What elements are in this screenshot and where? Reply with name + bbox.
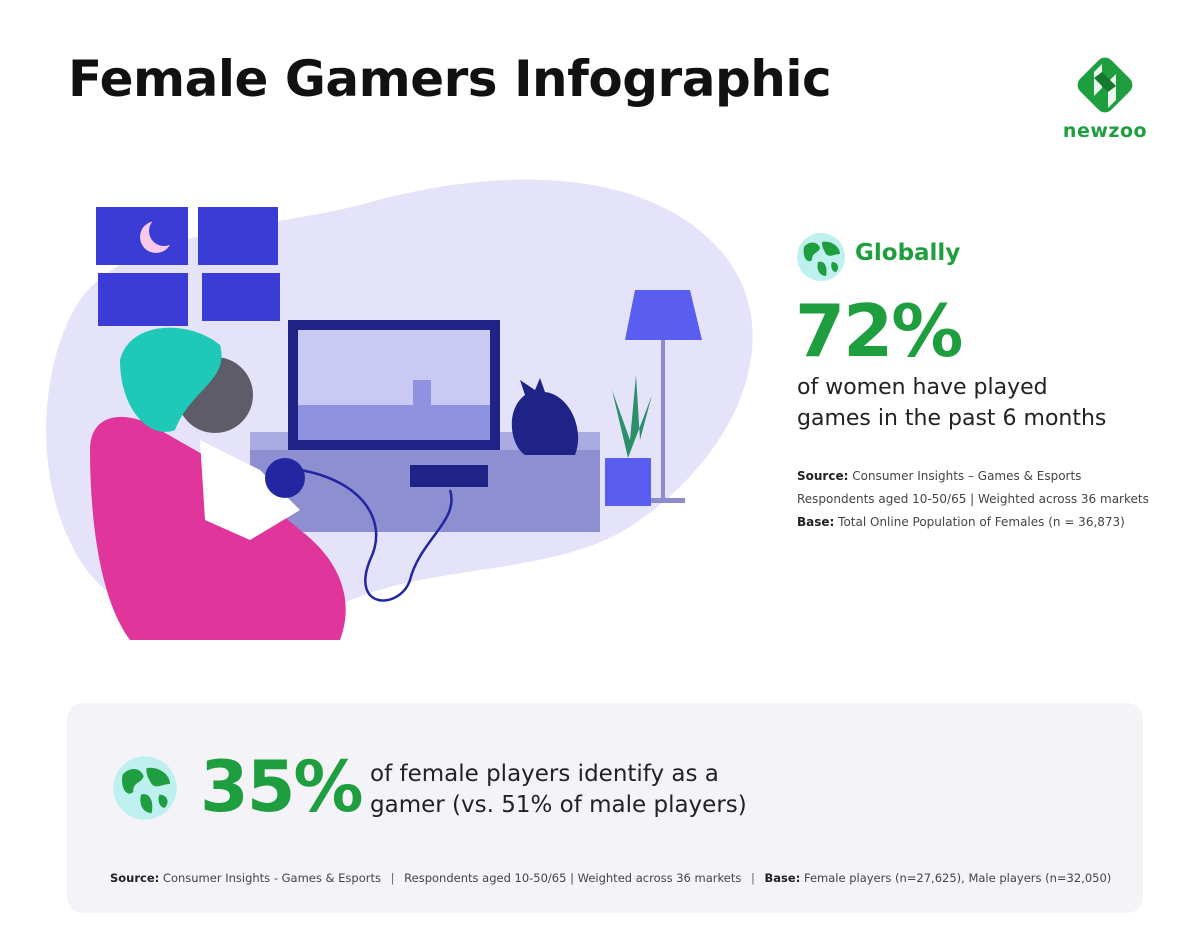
panel-source-note: Source: Consumer Insights - Games & Espo… <box>110 871 1111 885</box>
base-label: Base: <box>797 515 835 529</box>
newzoo-logo: newzoo <box>1060 52 1150 142</box>
separator: | <box>751 871 755 885</box>
logo-wordmark: newzoo <box>1062 120 1148 142</box>
base-text: Female players (n=27,625), Male players … <box>803 871 1112 885</box>
separator: | <box>390 871 395 885</box>
game-console <box>410 465 488 487</box>
globally-label: Globally <box>855 240 961 266</box>
gamer-percentage: 35% <box>200 746 364 828</box>
cat <box>511 378 579 455</box>
description-line: of women have played <box>797 375 1048 400</box>
controller-cable <box>299 468 453 602</box>
floor-lamp <box>625 290 702 503</box>
played-description: of women have played games in the past 6… <box>797 372 1106 434</box>
gamer-illustration <box>46 179 753 640</box>
source-label: Source: <box>797 469 849 483</box>
armchair <box>90 416 346 640</box>
source-note: Source: Consumer Insights – Games & Espo… <box>797 465 1149 534</box>
respondents-text: Respondents aged 10-50/65 | Weighted acr… <box>404 871 742 885</box>
source-text: Consumer Insights – Games & Esports <box>852 469 1082 483</box>
gamer-description: of female players identify as a gamer (v… <box>370 759 747 821</box>
played-percentage: 72% <box>795 289 963 373</box>
person <box>120 327 305 540</box>
base-label: Base: <box>764 871 801 885</box>
source-label: Source: <box>110 871 160 885</box>
globe-icon <box>113 756 177 820</box>
description-line: gamer (vs. 51% of male players) <box>370 792 747 818</box>
window <box>96 207 280 326</box>
globe-icon <box>797 233 845 281</box>
respondents-text: Respondents aged 10-50/65 | Weighted acr… <box>797 492 1149 506</box>
newzoo-logo-icon <box>1077 57 1133 113</box>
gamer-identity-panel <box>67 703 1143 913</box>
source-text: Consumer Insights - Games & Esports <box>162 871 381 885</box>
page-title: Female Gamers Infographic <box>68 50 832 108</box>
description-line: of female players identify as a <box>370 761 719 787</box>
tv <box>288 320 500 450</box>
base-text: Total Online Population of Females (n = … <box>838 515 1125 529</box>
description-line: games in the past 6 months <box>797 406 1107 431</box>
plant <box>605 375 652 506</box>
